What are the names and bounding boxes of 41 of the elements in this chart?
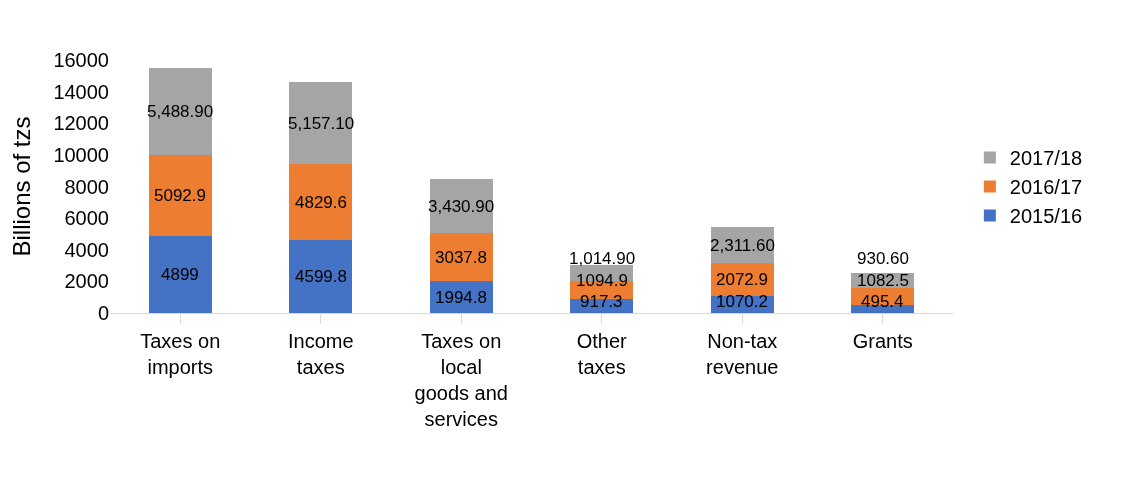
data-label: 2072.9 bbox=[716, 270, 768, 289]
x-tick-label: Taxes on local goods and services bbox=[414, 330, 508, 430]
bar bbox=[148, 155, 212, 236]
data-label: 4599.8 bbox=[295, 267, 347, 286]
y-tick-label: 14000 bbox=[53, 80, 109, 103]
data-label: 3,430.90 bbox=[428, 197, 495, 216]
x-tick-label: Other taxes bbox=[576, 330, 628, 378]
data-label: 4829.6 bbox=[295, 193, 347, 212]
y-tick-label: 12000 bbox=[53, 112, 109, 135]
data-label: 4899 bbox=[161, 265, 199, 284]
bar bbox=[148, 235, 212, 313]
data-label: 1094.9 bbox=[576, 271, 628, 290]
legend-label: 2016/17 bbox=[1009, 176, 1083, 199]
y-tick-label: 8000 bbox=[64, 175, 109, 198]
y-tick-label: 16000 bbox=[53, 49, 109, 71]
data-label: 1082.5 bbox=[857, 271, 909, 290]
bar bbox=[289, 163, 353, 241]
x-tick-label: Non-tax revenue bbox=[706, 330, 779, 378]
bar bbox=[148, 68, 212, 155]
data-label: 930.60 bbox=[857, 249, 909, 268]
x-tick-label: Income taxes bbox=[287, 330, 354, 378]
y-tick-label: 2000 bbox=[64, 270, 109, 293]
bar bbox=[289, 240, 353, 313]
data-label: 5092.9 bbox=[154, 186, 206, 205]
y-tick-label: 4000 bbox=[64, 238, 109, 261]
y-axis-title: Billions of tzs bbox=[8, 116, 36, 257]
y-tick-label: 0 bbox=[97, 302, 109, 324]
data-label: 3037.8 bbox=[435, 248, 487, 267]
y-tick-label: 10000 bbox=[53, 143, 109, 166]
bar bbox=[289, 82, 353, 164]
x-tick-label: Grants bbox=[852, 330, 913, 352]
data-label: 1070.2 bbox=[716, 292, 768, 311]
legend-label: 2017/18 bbox=[1009, 147, 1083, 170]
data-label: 1,014.90 bbox=[569, 249, 636, 268]
data-label: 5,488.90 bbox=[147, 102, 214, 121]
data-label: 2,311.60 bbox=[710, 236, 775, 255]
y-tick-label: 6000 bbox=[64, 207, 109, 230]
data-label: 5,157.10 bbox=[288, 114, 355, 133]
data-label: 1994.8 bbox=[435, 288, 487, 307]
legend-label: 2015/16 bbox=[1009, 205, 1083, 228]
x-tick-label: Taxes on imports bbox=[140, 330, 221, 378]
